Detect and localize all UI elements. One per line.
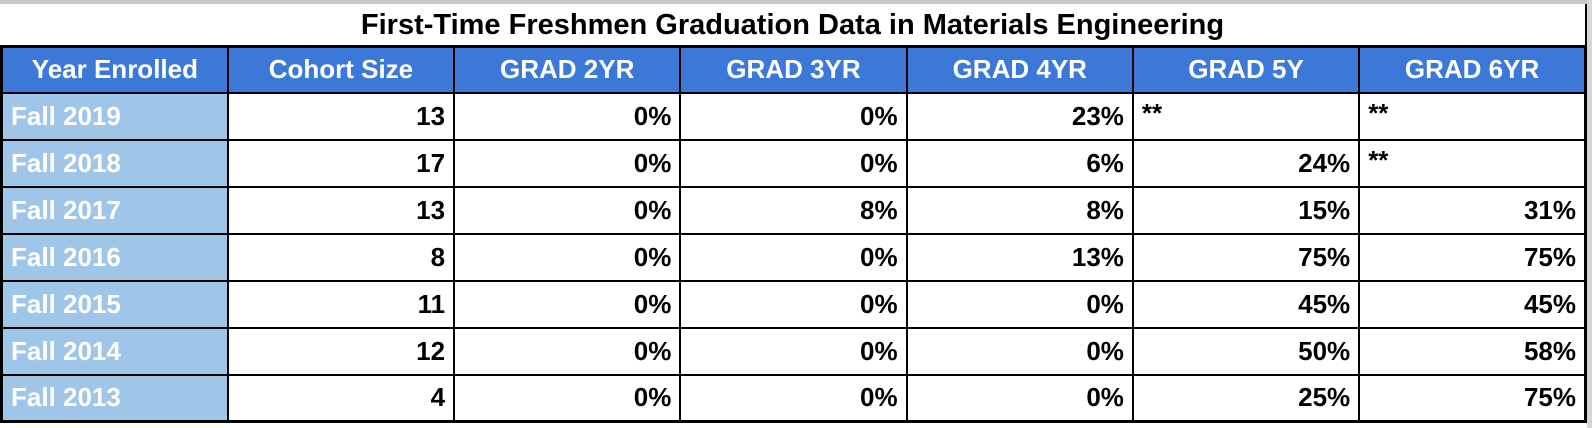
- header-row: Year Enrolled Cohort Size GRAD 2YR GRAD …: [0, 45, 1587, 94]
- graduation-data-table-container: First-Time Freshmen Graduation Data in M…: [0, 4, 1587, 423]
- grad-rate-cell: 0%: [453, 279, 682, 329]
- year-cell: Fall 2019: [0, 91, 229, 141]
- table-row: Fall 2018 17 0% 0% 6% 24% **: [0, 138, 1587, 188]
- cohort-size-cell: 12: [226, 326, 456, 376]
- table-title-row: First-Time Freshmen Graduation Data in M…: [0, 4, 1587, 45]
- grad-rate-cell: 0%: [453, 138, 682, 188]
- graduation-data-table: Year Enrolled Cohort Size GRAD 2YR GRAD …: [0, 45, 1587, 423]
- sheet-background-top-strip: [0, 0, 1592, 4]
- grad-rate-cell: 45%: [1131, 279, 1361, 329]
- grad-rate-cell: 0%: [453, 91, 682, 141]
- grad-rate-cell: 0%: [453, 185, 682, 235]
- grad-rate-cell: 75%: [1358, 373, 1587, 423]
- grad-rate-cell: 0%: [453, 326, 682, 376]
- grad-rate-cell: 0%: [453, 232, 682, 282]
- grad-rate-cell: 0%: [905, 373, 1134, 423]
- grad-rate-cell: **: [1358, 138, 1587, 188]
- column-header-grad-3yr: GRAD 3YR: [679, 45, 908, 94]
- grad-rate-cell: 0%: [679, 232, 908, 282]
- grad-rate-cell: 8%: [679, 185, 908, 235]
- table-row: Fall 2017 13 0% 8% 8% 15% 31%: [0, 185, 1587, 235]
- grad-rate-cell: 0%: [679, 91, 908, 141]
- column-header-grad-2yr: GRAD 2YR: [453, 45, 682, 94]
- grad-rate-cell: 0%: [679, 138, 908, 188]
- grad-rate-cell: 0%: [679, 279, 908, 329]
- table-header: Year Enrolled Cohort Size GRAD 2YR GRAD …: [0, 45, 1587, 94]
- column-header-cohort-size: Cohort Size: [226, 45, 456, 94]
- grad-rate-cell: 13%: [905, 232, 1134, 282]
- cohort-size-cell: 8: [226, 232, 456, 282]
- year-cell: Fall 2014: [0, 326, 229, 376]
- year-cell: Fall 2017: [0, 185, 229, 235]
- column-header-grad-6yr: GRAD 6YR: [1358, 45, 1587, 94]
- year-cell: Fall 2015: [0, 279, 229, 329]
- table-title: First-Time Freshmen Graduation Data in M…: [360, 9, 1225, 41]
- grad-rate-cell: 75%: [1358, 232, 1587, 282]
- grad-rate-cell: 0%: [453, 373, 682, 423]
- table-row: Fall 2019 13 0% 0% 23% ** **: [0, 91, 1587, 141]
- column-header-grad-5y: GRAD 5Y: [1131, 45, 1361, 94]
- grad-rate-cell: 0%: [905, 326, 1134, 376]
- grad-rate-cell: 25%: [1131, 373, 1361, 423]
- cohort-size-cell: 13: [226, 185, 456, 235]
- grad-rate-cell: 50%: [1131, 326, 1361, 376]
- column-header-grad-4yr: GRAD 4YR: [905, 45, 1134, 94]
- grad-rate-cell: 75%: [1131, 232, 1361, 282]
- year-cell: Fall 2013: [0, 373, 229, 423]
- grad-rate-cell: **: [1358, 91, 1587, 141]
- grad-rate-cell: 15%: [1131, 185, 1361, 235]
- table-row: Fall 2014 12 0% 0% 0% 50% 58%: [0, 326, 1587, 376]
- cohort-size-cell: 13: [226, 91, 456, 141]
- grad-rate-cell: 58%: [1358, 326, 1587, 376]
- table-row: Fall 2013 4 0% 0% 0% 25% 75%: [0, 373, 1587, 423]
- cohort-size-cell: 4: [226, 373, 456, 423]
- grad-rate-cell: **: [1131, 91, 1361, 141]
- table-row: Fall 2015 11 0% 0% 0% 45% 45%: [0, 279, 1587, 329]
- grad-rate-cell: 8%: [905, 185, 1134, 235]
- grad-rate-cell: 31%: [1358, 185, 1587, 235]
- cohort-size-cell: 11: [226, 279, 456, 329]
- grad-rate-cell: 45%: [1358, 279, 1587, 329]
- year-cell: Fall 2016: [0, 232, 229, 282]
- sheet-background-right-strip: [1587, 0, 1592, 428]
- column-header-year-enrolled: Year Enrolled: [0, 45, 229, 94]
- grad-rate-cell: 24%: [1131, 138, 1361, 188]
- year-cell: Fall 2018: [0, 138, 229, 188]
- grad-rate-cell: 23%: [905, 91, 1134, 141]
- cohort-size-cell: 17: [226, 138, 456, 188]
- table-row: Fall 2016 8 0% 0% 13% 75% 75%: [0, 232, 1587, 282]
- grad-rate-cell: 0%: [679, 373, 908, 423]
- grad-rate-cell: 6%: [905, 138, 1134, 188]
- grad-rate-cell: 0%: [905, 279, 1134, 329]
- table-body: Fall 2019 13 0% 0% 23% ** ** Fall 2018 17 0% 0% 6% 2…: [0, 91, 1587, 423]
- grad-rate-cell: 0%: [679, 326, 908, 376]
